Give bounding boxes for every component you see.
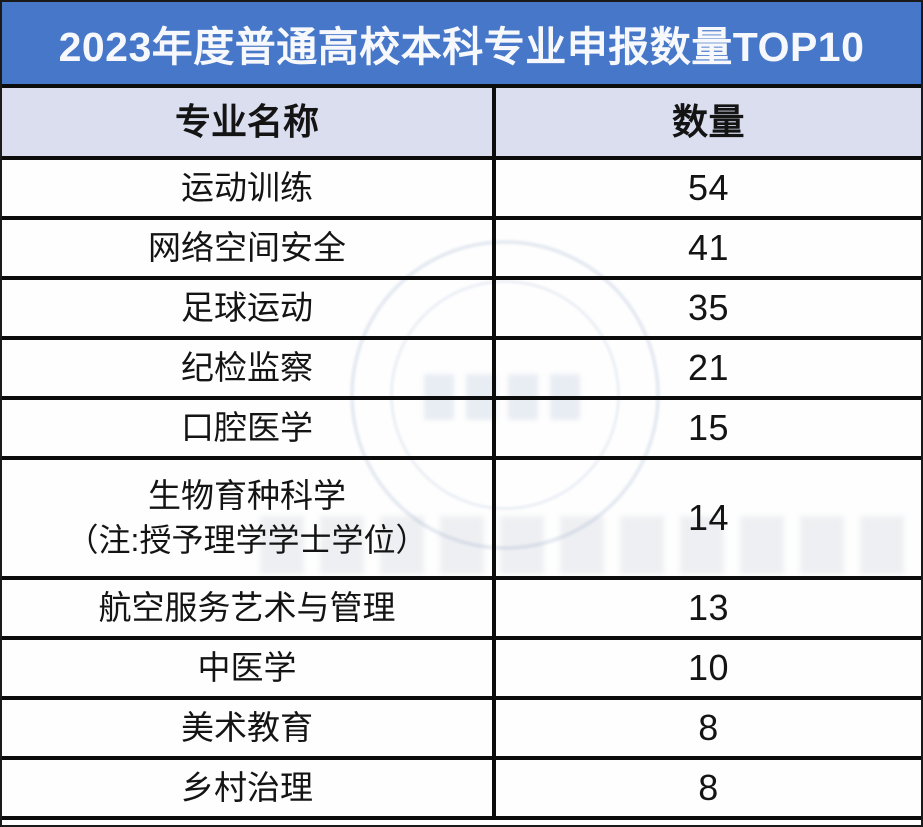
table-row: 纪检监察 21 — [2, 340, 921, 400]
major-count: 8 — [698, 766, 719, 808]
major-note: （注:授予理学学士学位） — [66, 521, 428, 558]
table-header-row: 专业名称 数量 — [2, 88, 921, 160]
major-count: 13 — [687, 586, 730, 628]
column-header-count: 数量 — [671, 100, 745, 142]
major-count: 15 — [687, 406, 730, 448]
title-banner: 2023年度普通高校本科专业申报数量TOP10 — [2, 2, 921, 88]
column-header-major: 专业名称 — [2, 88, 496, 156]
table-row: 生物育种科学 （注:授予理学学士学位） 14 — [2, 460, 921, 580]
major-name: 乡村治理 — [2, 760, 496, 816]
major-name: 航空服务艺术与管理 — [2, 580, 496, 636]
table-row: 航空服务艺术与管理 13 — [2, 580, 921, 640]
major-name: 网络空间安全 — [2, 220, 496, 276]
major-count: 54 — [687, 166, 730, 208]
table-row: 足球运动 35 — [2, 280, 921, 340]
major-name: 口腔医学 — [2, 400, 496, 456]
major-count: 21 — [687, 346, 730, 388]
table-row: 运动训练 54 — [2, 160, 921, 220]
table-row: 口腔医学 15 — [2, 400, 921, 460]
major-name: 运动训练 — [2, 160, 496, 216]
major-name: 足球运动 — [2, 280, 496, 336]
major-count: 10 — [687, 646, 730, 688]
table-row: 乡村治理 8 — [2, 760, 921, 820]
major-count: 35 — [687, 286, 730, 328]
major-name: 生物育种科学 — [148, 477, 346, 515]
top10-table: 专业名称 数量 运动训练 54 网络空间安全 41 足球运动 35 纪检监察 2… — [2, 88, 921, 820]
table-row: 网络空间安全 41 — [2, 220, 921, 280]
major-count: 14 — [687, 496, 730, 538]
page-title: 2023年度普通高校本科专业申报数量TOP10 — [58, 24, 865, 70]
major-name-cell: 生物育种科学 （注:授予理学学士学位） — [2, 460, 496, 576]
major-count: 8 — [698, 706, 719, 748]
major-name: 美术教育 — [2, 700, 496, 756]
major-name: 纪检监察 — [2, 340, 496, 396]
table-row: 美术教育 8 — [2, 700, 921, 760]
major-count: 41 — [687, 226, 730, 268]
major-name: 中医学 — [2, 640, 496, 696]
table-row: 中医学 10 — [2, 640, 921, 700]
